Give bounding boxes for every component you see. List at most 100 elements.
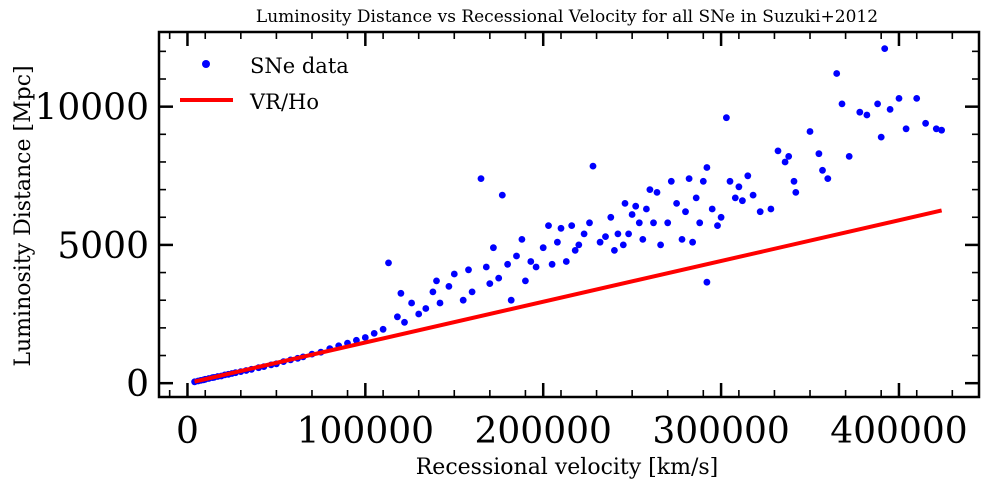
data-point [433, 277, 440, 285]
data-point [562, 258, 570, 265]
data-point [932, 125, 940, 133]
data-point [774, 147, 782, 155]
data-point [408, 299, 415, 307]
x-tick-label: 100000 [297, 411, 434, 452]
data-point [845, 153, 853, 160]
data-point [863, 111, 871, 119]
data-point [504, 260, 511, 268]
data-point [913, 95, 921, 102]
data-point [902, 125, 910, 133]
data-point [571, 247, 579, 254]
data-point [664, 219, 672, 227]
data-point [548, 260, 556, 268]
data-point [756, 208, 764, 216]
legend: SNe data VR/Ho [180, 54, 349, 114]
axes-frame [157, 30, 981, 399]
data-point [436, 299, 444, 307]
data-point [703, 164, 711, 171]
x-tick-label: 400000 [830, 411, 967, 452]
data-point [614, 230, 622, 238]
x-tick-label: 300000 [652, 411, 789, 452]
data-point [767, 205, 775, 213]
data-point [938, 126, 945, 134]
data-point [632, 202, 640, 210]
x-axis-label: Recessional velocity [km/s] [416, 455, 719, 480]
data-point [554, 238, 561, 246]
y-axis-label: Luminosity Distance [Mpc] [11, 65, 36, 366]
data-point [886, 106, 894, 113]
plot-area [191, 45, 945, 386]
x-tick-label: 0 [176, 411, 199, 452]
y-tick-label: 10000 [34, 88, 149, 129]
data-point [619, 241, 627, 249]
data-point [726, 177, 734, 185]
data-point [824, 175, 832, 183]
data-point [692, 194, 700, 202]
data-point [673, 200, 680, 207]
data-point [625, 230, 632, 238]
data-point [422, 305, 430, 312]
data-point [739, 197, 746, 205]
data-point [580, 230, 588, 238]
data-point [785, 153, 793, 160]
data-point [678, 236, 686, 243]
data-point [527, 258, 535, 265]
data-point [401, 318, 408, 326]
data-point [749, 191, 757, 199]
data-point [607, 213, 615, 221]
chart-title: Luminosity Distance vs Recessional Veloc… [256, 7, 878, 27]
data-point [459, 296, 467, 304]
legend-label-sne: SNe data [250, 54, 349, 78]
data-point [696, 219, 704, 227]
data-point [657, 241, 664, 249]
data-point [397, 289, 405, 297]
y-tick-label: 0 [126, 364, 149, 405]
data-point [703, 278, 711, 286]
data-point [482, 263, 490, 271]
data-point [708, 205, 716, 213]
data-point [717, 213, 725, 221]
data-point [353, 336, 360, 344]
data-point [532, 263, 540, 271]
data-point [370, 330, 378, 337]
data-point [507, 296, 515, 304]
data-point [874, 100, 881, 108]
data-point [589, 162, 597, 170]
data-point [611, 247, 618, 254]
data-point [513, 252, 520, 260]
data-point [522, 277, 529, 285]
data-point [445, 283, 453, 290]
data-point [689, 238, 696, 246]
data-point [586, 219, 593, 227]
data-point [639, 236, 647, 243]
data-point [682, 208, 689, 216]
data-point [468, 288, 476, 296]
data-point [518, 236, 526, 243]
data-point [806, 128, 814, 135]
data-point [385, 259, 392, 267]
data-point [781, 158, 789, 166]
data-point [646, 186, 654, 194]
data-point [415, 310, 423, 318]
data-point [596, 238, 604, 246]
data-point [539, 244, 547, 252]
data-point [450, 270, 458, 278]
data-point [650, 219, 657, 227]
data-point [699, 177, 707, 185]
data-point [792, 189, 800, 196]
data-point [856, 108, 864, 116]
data-point [635, 219, 643, 227]
data-point [685, 175, 693, 183]
data-point [731, 194, 739, 202]
data-point [790, 177, 798, 185]
data-point [568, 222, 576, 230]
data-point [838, 100, 846, 108]
data-point [819, 166, 826, 174]
data-point [895, 95, 903, 102]
data-point [833, 70, 841, 77]
data-point [653, 189, 661, 196]
y-tick-label: 5000 [57, 226, 149, 267]
plot-frame [157, 30, 981, 399]
data-point [628, 211, 636, 218]
